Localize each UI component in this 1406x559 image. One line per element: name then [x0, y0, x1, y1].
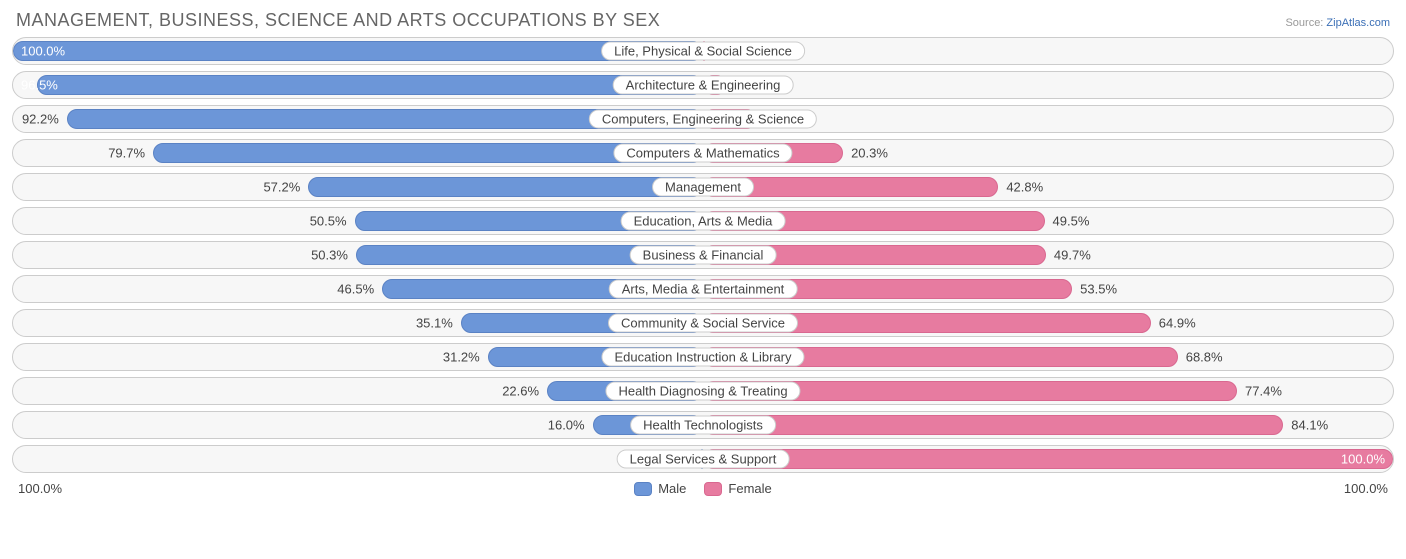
- chart-row: 50.3% 49.7% Business & Financial: [12, 241, 1394, 269]
- category-label: Education, Arts & Media: [621, 212, 786, 231]
- male-bar: [37, 75, 703, 95]
- legend-male: Male: [634, 481, 686, 496]
- male-pct-label: 50.5%: [310, 214, 347, 229]
- male-bar: [13, 41, 703, 61]
- male-pct-label: 57.2%: [263, 180, 300, 195]
- category-label: Business & Financial: [630, 246, 777, 265]
- legend-female-swatch: [704, 482, 722, 496]
- chart-header: MANAGEMENT, BUSINESS, SCIENCE AND ARTS O…: [12, 10, 1394, 37]
- male-pct-label: 31.2%: [443, 350, 480, 365]
- chart-row: 46.5% 53.5% Arts, Media & Entertainment: [12, 275, 1394, 303]
- female-bar: [703, 449, 1393, 469]
- axis-right-label: 100.0%: [1344, 481, 1388, 496]
- category-label: Health Technologists: [630, 416, 776, 435]
- category-label: Management: [652, 178, 754, 197]
- category-label: Community & Social Service: [608, 314, 798, 333]
- category-label: Arts, Media & Entertainment: [609, 280, 798, 299]
- female-bar: [703, 415, 1283, 435]
- male-pct-label: 50.3%: [311, 248, 348, 263]
- female-pct-label: 68.8%: [1186, 350, 1223, 365]
- chart-title: MANAGEMENT, BUSINESS, SCIENCE AND ARTS O…: [16, 10, 660, 31]
- male-pct-label: 92.2%: [22, 112, 59, 127]
- male-pct-label: 22.6%: [502, 384, 539, 399]
- axis-left-label: 100.0%: [18, 481, 62, 496]
- chart-row: 0.0%100.0%Legal Services & Support: [12, 445, 1394, 473]
- chart-row: 96.5%3.5%Architecture & Engineering: [12, 71, 1394, 99]
- female-pct-label: 49.7%: [1054, 248, 1091, 263]
- legend-male-label: Male: [658, 481, 686, 496]
- category-label: Legal Services & Support: [617, 450, 790, 469]
- category-label: Health Diagnosing & Treating: [605, 382, 800, 401]
- male-bar: [308, 177, 703, 197]
- chart-row: 16.0% 84.1% Health Technologists: [12, 411, 1394, 439]
- female-pct-label: 49.5%: [1053, 214, 1090, 229]
- male-pct-label: 96.5%: [21, 78, 58, 93]
- male-pct-label: 79.7%: [108, 146, 145, 161]
- male-pct-label: 100.0%: [21, 44, 65, 59]
- source-prefix: Source:: [1285, 17, 1326, 29]
- female-pct-label: 77.4%: [1245, 384, 1282, 399]
- male-pct-label: 46.5%: [337, 282, 374, 297]
- chart-row: 79.7% 20.3% Computers & Mathematics: [12, 139, 1394, 167]
- male-pct-label: 35.1%: [416, 316, 453, 331]
- chart-row: 57.2% 42.8% Management: [12, 173, 1394, 201]
- category-label: Architecture & Engineering: [613, 76, 794, 95]
- female-pct-label: 53.5%: [1080, 282, 1117, 297]
- source-link[interactable]: ZipAtlas.com: [1326, 17, 1390, 29]
- male-pct-label: 16.0%: [548, 418, 585, 433]
- female-pct-label: 100.0%: [1341, 452, 1385, 467]
- female-pct-label: 20.3%: [851, 146, 888, 161]
- category-label: Education Instruction & Library: [601, 348, 804, 367]
- female-pct-label: 42.8%: [1006, 180, 1043, 195]
- chart-row: 35.1% 64.9% Community & Social Service: [12, 309, 1394, 337]
- chart-legend: Male Female: [634, 481, 772, 496]
- legend-female: Female: [704, 481, 771, 496]
- legend-female-label: Female: [728, 481, 771, 496]
- diverging-bar-chart: 100.0%0.0%Life, Physical & Social Scienc…: [12, 37, 1394, 473]
- chart-source: Source: ZipAtlas.com: [1285, 17, 1390, 29]
- chart-row: 31.2% 68.8% Education Instruction & Librar…: [12, 343, 1394, 371]
- female-pct-label: 84.1%: [1291, 418, 1328, 433]
- chart-row: 92.2%7.8%Computers, Engineering & Scienc…: [12, 105, 1394, 133]
- chart-row: 50.5% 49.5% Education, Arts & Media: [12, 207, 1394, 235]
- chart-axis: 100.0% Male Female 100.0%: [12, 481, 1394, 496]
- category-label: Computers & Mathematics: [613, 144, 792, 163]
- chart-row: 100.0%0.0%Life, Physical & Social Scienc…: [12, 37, 1394, 65]
- chart-row: 22.6% 77.4% Health Diagnosing & Treating: [12, 377, 1394, 405]
- female-pct-label: 64.9%: [1159, 316, 1196, 331]
- category-label: Computers, Engineering & Science: [589, 110, 817, 129]
- category-label: Life, Physical & Social Science: [601, 42, 805, 61]
- legend-male-swatch: [634, 482, 652, 496]
